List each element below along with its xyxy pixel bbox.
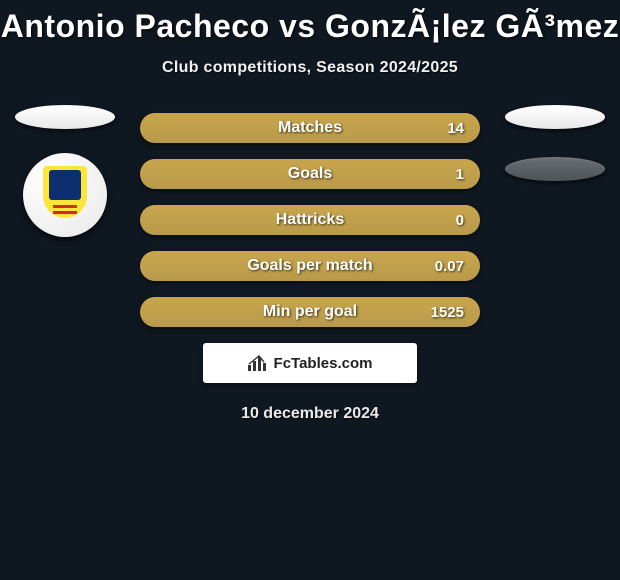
- stat-row: Goals 1: [140, 159, 480, 189]
- footer-date: 10 december 2024: [0, 405, 620, 423]
- left-player-marker: [15, 105, 115, 129]
- stat-label: Goals: [288, 165, 332, 183]
- stat-row: Hattricks 0: [140, 205, 480, 235]
- stat-value: 1: [456, 166, 464, 183]
- right-player-secondary-marker: [505, 157, 605, 181]
- attribution-text: FcTables.com: [274, 355, 373, 372]
- stat-bars: Matches 14 Goals 1 Hattricks 0 Goals per match…: [140, 113, 480, 327]
- stat-label: Goals per match: [247, 257, 372, 275]
- right-player-marker: [505, 105, 605, 129]
- stat-value: 14: [447, 120, 464, 137]
- stat-value: 0: [456, 212, 464, 229]
- stat-row: Matches 14: [140, 113, 480, 143]
- comparison-area: Villarreal CF crest (yellow shield, blue…: [0, 113, 620, 327]
- right-player-column: [500, 105, 610, 181]
- stat-value: 1525: [431, 304, 464, 321]
- stat-row: Min per goal 1525: [140, 297, 480, 327]
- page-title: Antonio Pacheco vs GonzÃ¡lez GÃ³mez: [0, 8, 620, 45]
- club-crest-icon: [43, 166, 87, 224]
- comparison-card: Antonio Pacheco vs GonzÃ¡lez GÃ³mez Club…: [0, 0, 620, 423]
- stat-value: 0.07: [435, 258, 464, 275]
- stat-label: Min per goal: [263, 303, 357, 321]
- left-club-badge: Villarreal CF crest (yellow shield, blue…: [23, 153, 107, 237]
- left-player-column: Villarreal CF crest (yellow shield, blue…: [10, 105, 120, 237]
- page-subtitle: Club competitions, Season 2024/2025: [0, 59, 620, 77]
- stat-row: Goals per match 0.07: [140, 251, 480, 281]
- stat-label: Hattricks: [276, 211, 344, 229]
- bar-chart-icon: [248, 355, 268, 371]
- stat-label: Matches: [278, 119, 342, 137]
- attribution-badge: FcTables.com: [203, 343, 417, 383]
